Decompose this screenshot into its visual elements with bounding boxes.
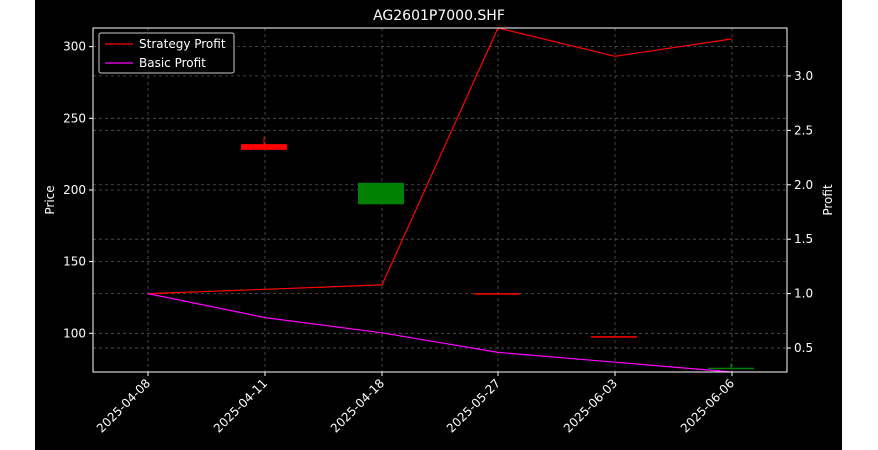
candle-body bbox=[241, 144, 287, 150]
x-tick-label: 2025-04-11 bbox=[211, 376, 270, 435]
candle-body bbox=[358, 182, 404, 205]
chart-figure: AG2601P7000.SHF 2025-04-08 2025-04-11 2025… bbox=[35, 0, 842, 450]
legend-label-basic-profit: Basic Profit bbox=[139, 56, 206, 70]
y-right-tick-label: 1.0 bbox=[794, 287, 813, 301]
series-line-1 bbox=[147, 293, 733, 373]
y-left-tick-label: 300 bbox=[63, 40, 86, 54]
y-left-tick-label: 250 bbox=[63, 111, 86, 125]
chart-title: AG2601P7000.SHF bbox=[373, 8, 505, 24]
y-axis-right: 0.5 1.0 1.5 2.0 2.5 3.0 bbox=[787, 69, 813, 355]
candle-body bbox=[591, 336, 637, 338]
y-axis-right-title: Profit bbox=[821, 184, 835, 216]
y-left-tick-label: 100 bbox=[63, 326, 86, 340]
y-left-tick-label: 200 bbox=[63, 183, 86, 197]
x-tick-label: 2025-06-03 bbox=[561, 376, 620, 435]
candle-body bbox=[474, 293, 520, 295]
y-right-tick-label: 3.0 bbox=[794, 69, 813, 83]
legend: Strategy Profit Basic Profit bbox=[98, 32, 235, 74]
y-right-tick-label: 0.5 bbox=[794, 341, 813, 355]
y-axis-left: 100 150 200 250 300 bbox=[63, 40, 93, 340]
legend-label-strategy-profit: Strategy Profit bbox=[139, 37, 226, 51]
candlesticks bbox=[241, 136, 754, 370]
chart-canvas: AG2601P7000.SHF 2025-04-08 2025-04-11 2025… bbox=[43, 8, 835, 435]
plot-frame bbox=[92, 27, 788, 373]
x-tick-label: 2025-04-08 bbox=[94, 376, 153, 435]
x-tick-label: 2025-04-18 bbox=[328, 376, 387, 435]
y-axis-left-title: Price bbox=[43, 185, 57, 214]
profit-lines bbox=[147, 27, 733, 373]
grid bbox=[93, 28, 787, 372]
x-tick-label: 2025-05-27 bbox=[444, 376, 503, 435]
x-axis: 2025-04-08 2025-04-11 2025-04-18 2025-05-27… bbox=[94, 372, 737, 435]
y-right-tick-label: 1.5 bbox=[794, 232, 813, 246]
series-line-0 bbox=[147, 27, 733, 295]
y-left-tick-label: 150 bbox=[63, 255, 86, 269]
candle-body bbox=[708, 367, 754, 370]
y-right-tick-label: 2.5 bbox=[794, 123, 813, 137]
y-right-tick-label: 2.0 bbox=[794, 178, 813, 192]
x-tick-label: 2025-06-06 bbox=[678, 376, 737, 435]
